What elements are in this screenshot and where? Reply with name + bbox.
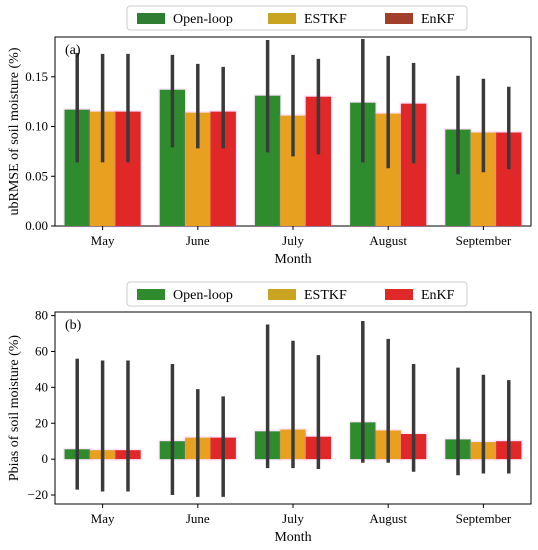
y-axis-label-b: Pbias of soil moisture (%) <box>7 335 22 482</box>
legend-swatch <box>137 13 165 24</box>
x-tick-label: June <box>186 233 210 248</box>
panel-b: Open-loop ESTKF EnKF −20 0 20 40 60 80 May June Ju… <box>7 281 532 545</box>
x-tick-label: August <box>369 511 407 526</box>
legend-swatch <box>385 289 413 300</box>
legend-label: Open-loop <box>173 288 233 303</box>
x-axis-label-b: Month <box>274 530 311 545</box>
legend-label: ESTKF <box>304 12 347 27</box>
panel-label-b: (b) <box>65 318 82 333</box>
x-tick-label: May <box>91 511 115 526</box>
legend-swatch <box>268 13 296 24</box>
x-axis-label-a: Month <box>274 252 311 267</box>
legend-label: Open-loop <box>173 12 233 27</box>
legend-swatch <box>268 289 296 300</box>
y-tick-label: 0.05 <box>25 168 48 183</box>
legend-label: ESTKF <box>304 288 347 303</box>
panel-label-a: (a) <box>65 43 81 58</box>
legend-label: EnKF <box>421 288 455 303</box>
legend-label: EnKF <box>421 12 455 27</box>
x-tick-label: September <box>456 233 512 248</box>
y-tick-label: 0.00 <box>25 218 48 233</box>
y-tick-label: 20 <box>35 415 48 430</box>
x-tick-label: July <box>282 233 304 248</box>
x-tick-label: May <box>91 233 115 248</box>
legend-swatch <box>137 289 165 300</box>
legend-a: Open-loop ESTKF EnKF <box>126 5 468 31</box>
y-tick-label: 40 <box>35 379 48 394</box>
legend-box <box>126 281 468 307</box>
y-tick-label: 0.15 <box>25 69 48 84</box>
panel-a: Open-loop ESTKF EnKF 0.00 0.05 0.10 0.15 May Ju… <box>7 5 532 267</box>
legend-b: Open-loop ESTKF EnKF <box>126 281 468 307</box>
x-tick-label: June <box>186 511 210 526</box>
y-tick-label: 0.10 <box>25 119 48 134</box>
y-tick-label: 60 <box>35 343 48 358</box>
legend-box <box>126 5 468 31</box>
y-tick-label: −20 <box>28 487 48 502</box>
y-tick-label: 0 <box>42 451 49 466</box>
y-axis-label-a: ubRMSE of soil moisture (%) <box>7 47 22 215</box>
y-tick-label: 80 <box>35 308 48 323</box>
x-tick-label: August <box>369 233 407 248</box>
plot-area-b: −20 0 20 40 60 80 May June July August September <box>28 308 532 526</box>
legend-swatch <box>385 13 413 24</box>
plot-area-a: 0.00 0.05 0.10 0.15 May June July August Septemb… <box>25 36 532 248</box>
x-tick-label: July <box>282 511 304 526</box>
x-tick-label: September <box>456 511 512 526</box>
